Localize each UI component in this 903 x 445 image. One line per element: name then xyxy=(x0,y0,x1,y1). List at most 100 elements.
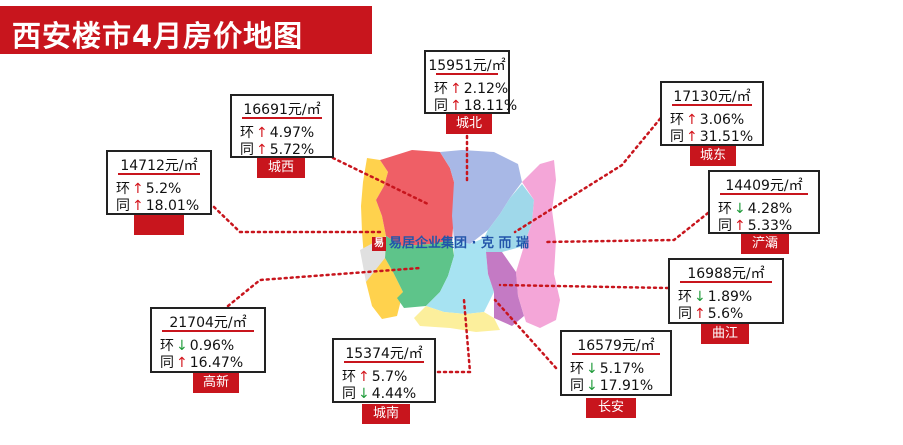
price-underline xyxy=(344,361,424,363)
region-chengbei xyxy=(440,150,522,244)
district-tag-chengnan: 城南 xyxy=(362,404,410,424)
yoy-row: 同 ↓ 4.44% xyxy=(342,383,416,403)
yoy-label: 同 xyxy=(670,129,684,145)
leader-line-qujiang xyxy=(498,283,670,290)
price-text: 21704元/㎡ xyxy=(169,315,247,331)
mom-value: 5.17% xyxy=(599,361,645,377)
yoy-label: 同 xyxy=(160,355,174,371)
mom-label: 环 xyxy=(434,81,448,97)
yoy-value: 31.51% xyxy=(699,129,754,145)
yoy-value: 17.91% xyxy=(599,378,654,394)
price-text: 16988元/㎡ xyxy=(687,266,765,282)
mom-row: 环 ↓ 5.17% xyxy=(570,358,644,378)
leader-line-chengxi xyxy=(331,156,432,207)
price-underline xyxy=(242,117,322,119)
mom-row: 环 ↑ 5.7% xyxy=(342,366,407,386)
price-text: 15951元/㎡ xyxy=(428,58,506,74)
mom-label: 环 xyxy=(718,201,732,217)
down-arrow-icon: ↓ xyxy=(176,338,188,354)
mom-row: 环 ↓ 1.89% xyxy=(678,286,752,306)
price-text: 17130元/㎡ xyxy=(673,89,751,105)
mom-row: 环 ↑ 3.06% xyxy=(670,109,744,129)
leader-line-west xyxy=(212,205,382,234)
leader-line-gaoxin xyxy=(226,266,422,308)
price-underline xyxy=(720,193,808,195)
region-chengnan xyxy=(426,238,494,314)
mom-value: 4.97% xyxy=(269,125,315,141)
price-box-chengbei: 15951元/㎡ 环 ↑ 2.12% 同 ↑ 18.11% xyxy=(424,50,517,114)
mom-value: 0.96% xyxy=(189,338,235,354)
up-arrow-icon: ↑ xyxy=(686,112,698,128)
yoy-label: 同 xyxy=(342,386,356,402)
district-tag-west xyxy=(134,215,184,235)
mom-row: 环 ↑ 4.97% xyxy=(240,122,314,142)
price-box-gaoxin: 21704元/㎡ 环 ↓ 0.96% 同 ↑ 16.47% xyxy=(150,307,266,373)
watermark-logo: 易 xyxy=(372,236,386,251)
yoy-label: 同 xyxy=(678,306,692,322)
yoy-row: 同 ↑ 5.33% xyxy=(718,215,792,235)
yoy-value: 16.47% xyxy=(189,355,244,371)
price-text: 14409元/㎡ xyxy=(725,178,803,194)
yoy-row: 同 ↑ 31.51% xyxy=(670,126,753,146)
mom-value: 3.06% xyxy=(699,112,745,128)
yoy-label: 同 xyxy=(718,218,732,234)
price-box-west: 14712元/㎡ 环 ↑ 5.2% 同 ↑ 18.01% xyxy=(106,150,212,215)
up-arrow-icon: ↑ xyxy=(694,306,706,322)
mom-label: 环 xyxy=(116,181,130,197)
mom-row: 环 ↑ 2.12% xyxy=(434,78,508,98)
mom-value: 1.89% xyxy=(707,289,753,305)
region-qujiang xyxy=(486,252,524,326)
mom-row: 环 ↓ 4.28% xyxy=(718,198,792,218)
mom-label: 环 xyxy=(240,125,254,141)
price-underline xyxy=(118,173,200,175)
price-box-qujiang: 16988元/㎡ 环 ↓ 1.89% 同 ↑ 5.6% xyxy=(668,258,784,324)
region-changan xyxy=(414,306,500,332)
up-arrow-icon: ↑ xyxy=(176,355,188,371)
up-arrow-icon: ↑ xyxy=(132,198,144,214)
yoy-row: 同 ↑ 5.72% xyxy=(240,139,314,159)
yoy-row: 同 ↑ 16.47% xyxy=(160,352,243,372)
title-bar: 西安楼市4月房价地图 xyxy=(0,6,372,54)
leader-line-chengdong xyxy=(513,112,666,234)
price-text: 14712元/㎡ xyxy=(120,158,198,174)
price-box-chengxi: 16691元/㎡ 环 ↑ 4.97% 同 ↑ 5.72% xyxy=(230,94,334,158)
mom-value: 4.28% xyxy=(747,201,793,217)
yoy-row: 同 ↑ 5.6% xyxy=(678,303,743,323)
up-arrow-icon: ↑ xyxy=(256,142,268,158)
leader-line-chengnan xyxy=(430,298,472,374)
region-chengdong xyxy=(484,184,534,252)
down-arrow-icon: ↓ xyxy=(734,201,746,217)
price-underline xyxy=(162,330,254,332)
watermark: 易易居企业集团 · 克 而 瑞 xyxy=(372,232,529,251)
price-box-changan: 16579元/㎡ 环 ↓ 5.17% 同 ↓ 17.91% xyxy=(560,330,672,396)
yoy-value: 18.01% xyxy=(145,198,200,214)
down-arrow-icon: ↓ xyxy=(586,378,598,394)
district-tag-qujiang: 曲江 xyxy=(701,324,749,344)
price-box-chengnan: 15374元/㎡ 环 ↑ 5.7% 同 ↓ 4.44% xyxy=(332,338,436,403)
down-arrow-icon: ↓ xyxy=(586,361,598,377)
yoy-label: 同 xyxy=(570,378,584,394)
price-underline xyxy=(680,281,772,283)
mom-row: 环 ↑ 5.2% xyxy=(116,178,181,198)
mom-value: 5.2% xyxy=(145,181,182,197)
up-arrow-icon: ↑ xyxy=(256,125,268,141)
leader-line-changan xyxy=(493,298,558,370)
yoy-label: 同 xyxy=(434,98,448,114)
price-text: 16691元/㎡ xyxy=(243,102,321,118)
district-tag-chengxi: 城西 xyxy=(257,158,305,178)
yoy-row: 同 ↑ 18.01% xyxy=(116,195,199,215)
price-text: 15374元/㎡ xyxy=(345,346,423,362)
mom-label: 环 xyxy=(342,369,356,385)
price-underline xyxy=(436,73,498,75)
yoy-label: 同 xyxy=(116,198,130,214)
yoy-value: 5.33% xyxy=(747,218,793,234)
yoy-row: 同 ↑ 18.11% xyxy=(434,95,517,115)
yoy-value: 18.11% xyxy=(463,98,518,114)
mom-value: 2.12% xyxy=(463,81,509,97)
mom-label: 环 xyxy=(678,289,692,305)
down-arrow-icon: ↓ xyxy=(358,386,370,402)
up-arrow-icon: ↑ xyxy=(450,98,462,114)
down-arrow-icon: ↓ xyxy=(694,289,706,305)
mom-label: 环 xyxy=(160,338,174,354)
